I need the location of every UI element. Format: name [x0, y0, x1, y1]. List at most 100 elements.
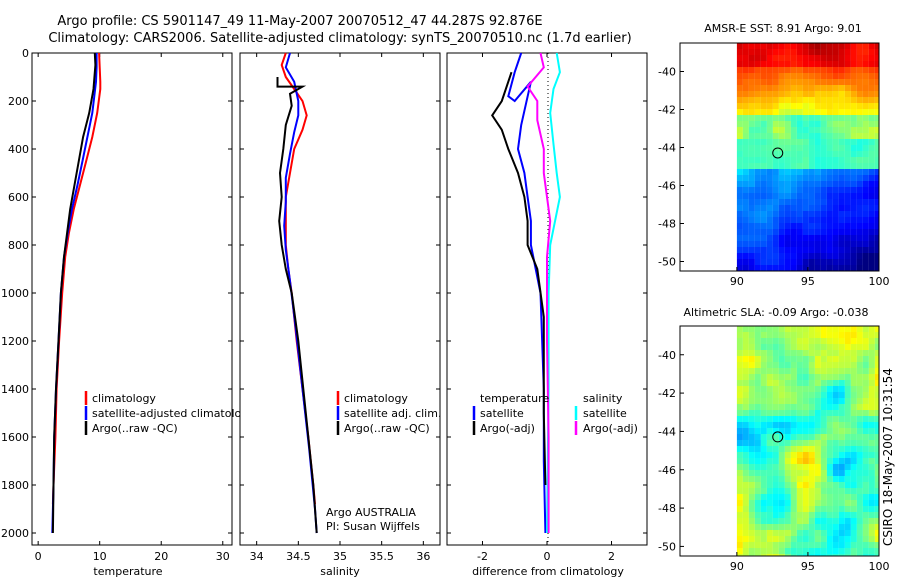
sst-map-cell: [796, 247, 803, 253]
sla-map-cell: [772, 512, 779, 518]
sst-map-cell: [802, 55, 809, 61]
sla-map-cell: [856, 434, 863, 440]
sla-map-cell: [808, 428, 815, 434]
sla-map-cell: [760, 446, 767, 452]
sst-map-cell: [802, 151, 809, 157]
sst-map-cell: [754, 61, 761, 67]
sla-map-cell: [760, 392, 767, 398]
sla-map-cell: [850, 338, 857, 344]
sla-map-cell: [826, 536, 833, 542]
sla-map-cell: [790, 440, 797, 446]
sla-map-cell: [802, 464, 809, 470]
sla-map-cell: [772, 362, 779, 368]
sla-map-cell: [796, 332, 803, 338]
sst-map-cell: [832, 85, 839, 91]
sla-map-cell: [778, 380, 785, 386]
sst-map-cell: [844, 157, 851, 163]
sla-map-cell: [832, 452, 839, 458]
sst-map-cell: [790, 199, 797, 205]
sst-map-cell: [838, 67, 845, 73]
sla-map-cell: [844, 356, 851, 362]
sla-map-cell: [778, 416, 785, 422]
sst-map-cell: [856, 187, 863, 193]
sla-map-cell: [754, 434, 761, 440]
sla-map-cell: [802, 404, 809, 410]
sla-map-cell: [838, 428, 845, 434]
sla-map-cell: [742, 548, 749, 554]
sst-map-cell: [808, 97, 815, 103]
sst-map-cell: [736, 157, 743, 163]
sst-map-cell: [814, 163, 821, 169]
sla-map-cell: [838, 536, 845, 542]
sla-map-cell: [808, 488, 815, 494]
sst-map-cell: [802, 127, 809, 133]
sla-map-cell: [766, 518, 773, 524]
sst-map-cell: [850, 259, 857, 265]
sst-map-cell: [808, 241, 815, 247]
sla-map-cell: [868, 476, 875, 482]
sst-map-cell: [802, 259, 809, 265]
sst-map-cell: [808, 55, 815, 61]
sla-map-cell: [838, 542, 845, 548]
sst-map-cell: [874, 151, 879, 157]
sst-map-cell: [868, 109, 875, 115]
sla-map-cell: [808, 440, 815, 446]
sst-map-cell: [802, 175, 809, 181]
sst-map-cell: [796, 115, 803, 121]
sst-map-cell: [748, 193, 755, 199]
sla-map-cell: [778, 398, 785, 404]
sla-map-cell: [838, 464, 845, 470]
sst-map-cell: [808, 175, 815, 181]
sla-map-cell: [754, 428, 761, 434]
sst-map-cell: [832, 133, 839, 139]
sla-map-cell: [838, 398, 845, 404]
sst-map-cell: [748, 253, 755, 259]
sla-map-cell: [856, 332, 863, 338]
sst-map-cell: [856, 55, 863, 61]
sst-map-cell: [814, 235, 821, 241]
sst-map-cell: [766, 217, 773, 223]
sst-map-cell: [796, 175, 803, 181]
sla-map-cell: [850, 404, 857, 410]
sla-map-cell: [736, 524, 743, 530]
sla-map-cell: [760, 428, 767, 434]
sst-map-cell: [760, 127, 767, 133]
sla-map-cell: [754, 542, 761, 548]
sla-map-cell: [754, 398, 761, 404]
sst-map-cell: [748, 43, 755, 49]
sla-map-cell: [820, 404, 827, 410]
sla-map-cell: [760, 554, 767, 556]
sla-map-cell: [754, 554, 761, 556]
sst-map-cell: [778, 73, 785, 79]
sst-map-cell: [862, 103, 869, 109]
sla-map-cell: [784, 512, 791, 518]
sla-map-cell: [778, 536, 785, 542]
sst-map-cell: [778, 223, 785, 229]
sst-map-cell: [814, 223, 821, 229]
sla-map-cell: [802, 338, 809, 344]
sla-map-cell: [784, 548, 791, 554]
sst-map-cell: [850, 55, 857, 61]
sst-map-cell: [814, 187, 821, 193]
sla-map-cell: [748, 464, 755, 470]
sla-map-cell: [832, 476, 839, 482]
sla-map-cell: [784, 380, 791, 386]
sst-map-cell: [790, 193, 797, 199]
sst-map-cell: [796, 73, 803, 79]
sst-map-cell: [838, 199, 845, 205]
sst-map-cell: [862, 97, 869, 103]
sla-map-cell: [844, 404, 851, 410]
sst-map-cell: [778, 151, 785, 157]
sla-map-cell: [808, 506, 815, 512]
sla-map-cell: [832, 464, 839, 470]
sla-map-cell: [868, 344, 875, 350]
sst-map-cell: [748, 217, 755, 223]
sst-map-cell: [862, 145, 869, 151]
sst-map-cell: [790, 127, 797, 133]
sla-map-cell: [748, 422, 755, 428]
sla-map-cell: [802, 470, 809, 476]
sst-map-cell: [814, 109, 821, 115]
sla-map-cell: [814, 404, 821, 410]
sla-map-cell: [808, 548, 815, 554]
